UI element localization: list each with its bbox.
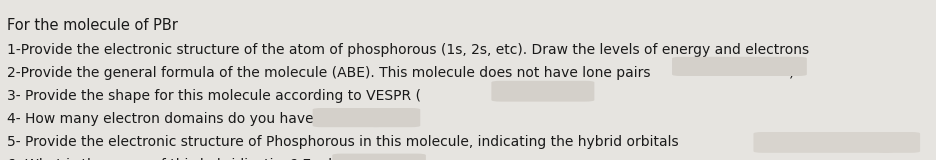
- FancyBboxPatch shape: [313, 108, 383, 127]
- Text: 3- Provide the shape for this molecule according to VESPR (: 3- Provide the shape for this molecule a…: [7, 89, 421, 103]
- Text: 4- How many electron domains do you have?: 4- How many electron domains do you have…: [7, 112, 321, 126]
- FancyBboxPatch shape: [753, 132, 894, 153]
- Text: 1-Provide the electronic structure of the atom of phosphorous (1s, 2s, etc). Dra: 1-Provide the electronic structure of th…: [7, 43, 810, 57]
- FancyBboxPatch shape: [672, 57, 794, 76]
- Text: 2-Provide the general formula of the molecule (ABE). This molecule does not have: 2-Provide the general formula of the mol…: [7, 66, 651, 80]
- FancyBboxPatch shape: [332, 154, 426, 160]
- FancyBboxPatch shape: [491, 81, 594, 102]
- Text: 6- What is the name of this hybridization? Explain: 6- What is the name of this hybridizatio…: [7, 158, 354, 160]
- Text: For the molecule of PBr: For the molecule of PBr: [7, 18, 179, 33]
- FancyBboxPatch shape: [777, 57, 807, 76]
- Text: 5- Provide the electronic structure of Phosphorous in this molecule, indicating : 5- Provide the electronic structure of P…: [7, 135, 680, 149]
- FancyBboxPatch shape: [878, 132, 920, 153]
- Text: ): ): [789, 66, 795, 80]
- FancyBboxPatch shape: [369, 108, 420, 127]
